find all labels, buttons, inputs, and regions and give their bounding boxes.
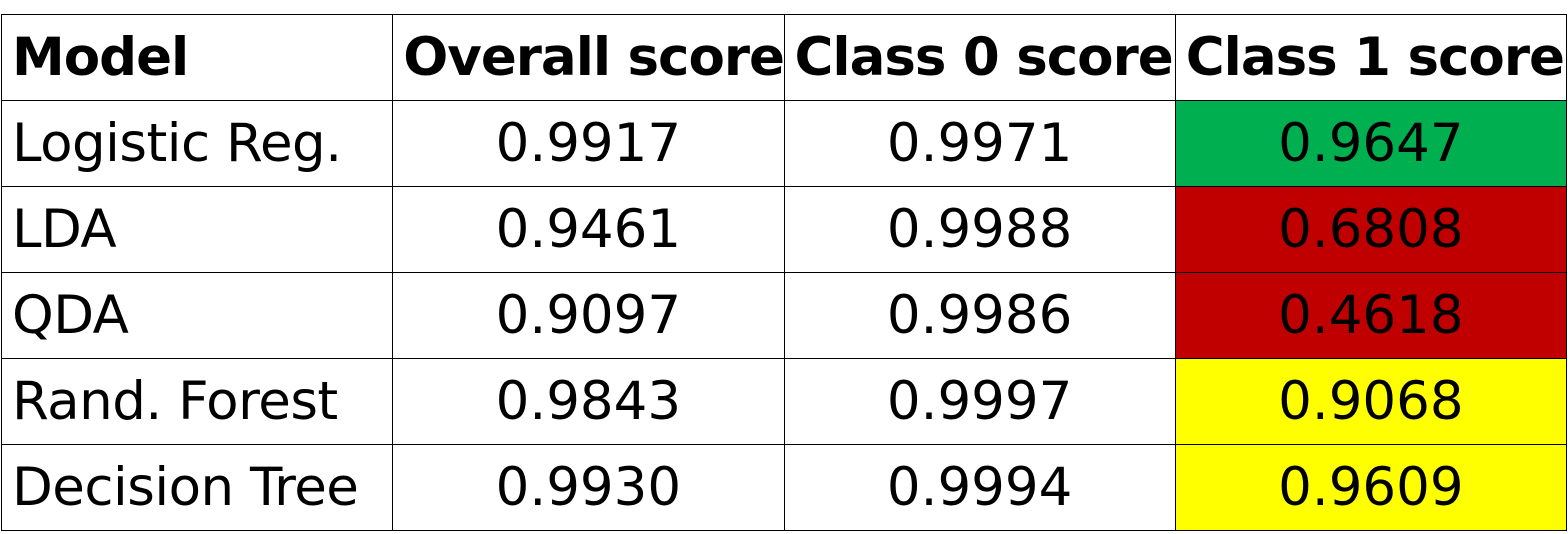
class-0-score-cell: 0.9971 [783,100,1176,187]
class-0-score-cell: 0.9994 [783,444,1176,531]
overall-score-cell: 0.9097 [392,272,785,359]
model-name-cell: Logistic Reg. [0,100,394,187]
header-class-1-score: Class 1 score [1174,14,1568,101]
overall-score-cell: 0.9930 [392,444,785,531]
model-name-cell: Rand. Forest [0,358,394,445]
class-0-score-cell: 0.9986 [783,272,1176,359]
class-1-score-cell: 0.6808 [1174,186,1568,273]
class-1-score-cell: 0.9647 [1174,100,1568,187]
table-header: Model Overall score Class 0 score Class … [0,14,1568,101]
header-model: Model [0,14,394,101]
model-name-cell: QDA [0,272,394,359]
table-row: LDA 0.9461 0.9988 0.6808 [0,186,1568,273]
model-score-table: Model Overall score Class 0 score Class … [0,14,1568,531]
class-0-score-cell: 0.9988 [783,186,1176,273]
overall-score-cell: 0.9843 [392,358,785,445]
header-overall-score: Overall score [392,14,785,101]
header-row: Model Overall score Class 0 score Class … [0,14,1568,101]
class-1-score-cell: 0.4618 [1174,272,1568,359]
model-name-cell: LDA [0,186,394,273]
overall-score-cell: 0.9917 [392,100,785,187]
class-1-score-cell: 0.9609 [1174,444,1568,531]
class-0-score-cell: 0.9997 [783,358,1176,445]
model-name-cell: Decision Tree [0,444,394,531]
class-1-score-cell: 0.9068 [1174,358,1568,445]
table-row: QDA 0.9097 0.9986 0.4618 [0,272,1568,359]
header-class-0-score: Class 0 score [783,14,1176,101]
table-row: Rand. Forest 0.9843 0.9997 0.9068 [0,358,1568,445]
overall-score-cell: 0.9461 [392,186,785,273]
table-body: Logistic Reg. 0.9917 0.9971 0.9647 LDA 0… [0,100,1568,531]
table-row: Decision Tree 0.9930 0.9994 0.9609 [0,444,1568,531]
table-row: Logistic Reg. 0.9917 0.9971 0.9647 [0,100,1568,187]
